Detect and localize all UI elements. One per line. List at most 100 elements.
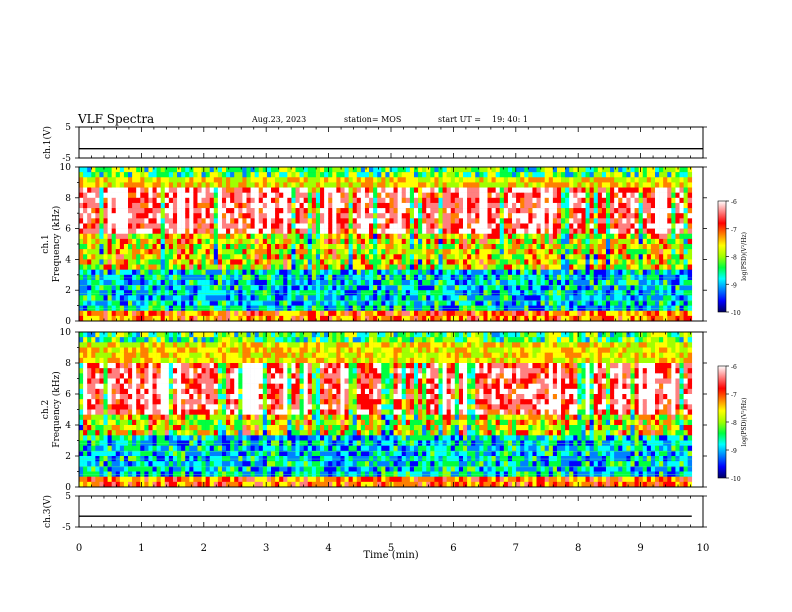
spectrogram-cell <box>152 264 157 270</box>
spectrogram-cell <box>262 295 268 301</box>
spectrogram-cell <box>83 295 88 301</box>
spectrogram-cell <box>434 172 439 178</box>
spectrogram-cell <box>438 233 443 240</box>
spectrogram-cell <box>140 213 145 219</box>
spectrogram-cell <box>618 295 623 301</box>
spectrogram-cell <box>614 295 619 301</box>
spectrogram-cell <box>605 218 611 224</box>
spectrogram-cell <box>271 202 276 209</box>
spectrogram-cell <box>328 295 333 301</box>
spectrogram-cell <box>687 202 693 209</box>
spectrogram-cell <box>573 279 578 286</box>
spectrogram-cell <box>630 274 635 281</box>
spectrogram-cell <box>450 187 456 193</box>
spectrogram-cell <box>565 208 570 214</box>
spectrogram-cell <box>172 208 178 214</box>
spectrogram-cell <box>168 244 174 250</box>
spectrogram-cell <box>95 414 100 421</box>
spectrogram-cell <box>238 213 243 219</box>
spectrogram-cell <box>426 213 431 219</box>
spectrogram-cell <box>659 182 664 188</box>
spectrogram-cell <box>230 228 235 235</box>
spectrogram-cell <box>332 177 337 183</box>
spectrogram-cell <box>99 430 104 436</box>
spectrogram-cell <box>589 182 595 188</box>
spectrogram-cell <box>189 269 194 276</box>
spectrogram-cell <box>275 305 280 312</box>
spectrogram-cell <box>87 419 92 426</box>
spectrogram-cell <box>422 197 427 204</box>
spectrogram-cell <box>136 254 141 260</box>
spectrogram-cell <box>91 394 96 400</box>
spectrogram-cell <box>430 197 435 204</box>
spectrogram-cell <box>577 208 582 214</box>
spectrogram-cell <box>601 213 607 219</box>
spectrogram-cell <box>642 310 648 317</box>
spectrogram-cell <box>479 269 484 276</box>
spectrogram-cell <box>205 264 211 270</box>
spectrogram-cell <box>136 409 141 415</box>
spectrogram-cell <box>385 192 390 199</box>
spectrogram-cell <box>132 310 137 317</box>
spectrogram-cell <box>79 167 84 173</box>
spectrogram-cell <box>83 471 88 477</box>
spectrogram-cell <box>487 187 492 193</box>
spectrogram-cell <box>532 177 537 183</box>
spectrogram-cell <box>405 290 411 296</box>
spectrogram-cell <box>438 274 443 281</box>
spectrogram-cell <box>230 305 235 312</box>
spectrogram-cell <box>418 254 423 260</box>
spectrogram-cell <box>99 399 104 405</box>
spectrogram-cell <box>283 244 288 250</box>
spectrogram-cell <box>275 233 280 240</box>
spectrogram-cell <box>315 182 321 188</box>
spectrogram-cell <box>646 259 652 265</box>
spectrogram-cell <box>618 218 623 224</box>
spectrogram-cell <box>136 233 141 240</box>
spectrogram-cell <box>458 295 464 301</box>
spectrogram-cell <box>287 182 292 188</box>
spectrogram-cell <box>205 249 211 255</box>
spectrogram-cell <box>507 187 513 193</box>
spectrogram-cell <box>512 208 517 214</box>
spectrogram-cell <box>83 357 88 364</box>
spectrogram-cell <box>577 197 582 204</box>
spectrogram-cell <box>144 213 149 219</box>
spectrogram-cell <box>450 269 456 276</box>
spectrogram-cell <box>193 172 198 178</box>
spectrogram-cell <box>328 254 333 260</box>
spectrogram-cell <box>471 177 476 183</box>
spectrogram-cell <box>189 177 194 183</box>
spectrogram-cell <box>144 269 149 276</box>
spectrogram-cell <box>193 269 198 276</box>
spectrogram-cell <box>573 274 578 281</box>
spectrogram-cell <box>605 208 611 214</box>
spectrogram-cell <box>217 218 223 224</box>
spectrogram-cell <box>667 290 672 296</box>
spectrogram-cell <box>111 187 117 193</box>
spectrogram-cell <box>83 259 88 265</box>
spectrogram-cell <box>405 172 411 178</box>
spectrogram-cell <box>91 182 96 188</box>
spectrogram-cell <box>671 315 676 322</box>
spectrogram-cell <box>132 285 137 291</box>
spectrogram-cell <box>491 223 496 229</box>
spectrogram-cell <box>201 177 206 183</box>
spectrogram-cell <box>107 249 112 255</box>
spectrogram-cell <box>271 290 276 296</box>
spectrogram-cell <box>360 202 366 209</box>
spectrogram-cell <box>115 223 121 229</box>
spectrogram-cell <box>172 238 178 245</box>
spectrogram-cell <box>91 264 96 270</box>
spectrogram-cell <box>83 279 88 286</box>
spectrogram-cell <box>234 182 239 188</box>
spectrogram-cell <box>132 332 137 338</box>
spectrogram-cell <box>136 342 141 348</box>
spectrogram-cell <box>283 223 288 229</box>
spectrogram-cell <box>246 249 251 255</box>
spectrogram-cell <box>132 254 137 260</box>
spectrogram-cell <box>516 254 521 260</box>
spectrogram-cell <box>205 202 211 209</box>
spectrogram-cell <box>544 197 550 204</box>
spectrogram-cell <box>614 269 619 276</box>
